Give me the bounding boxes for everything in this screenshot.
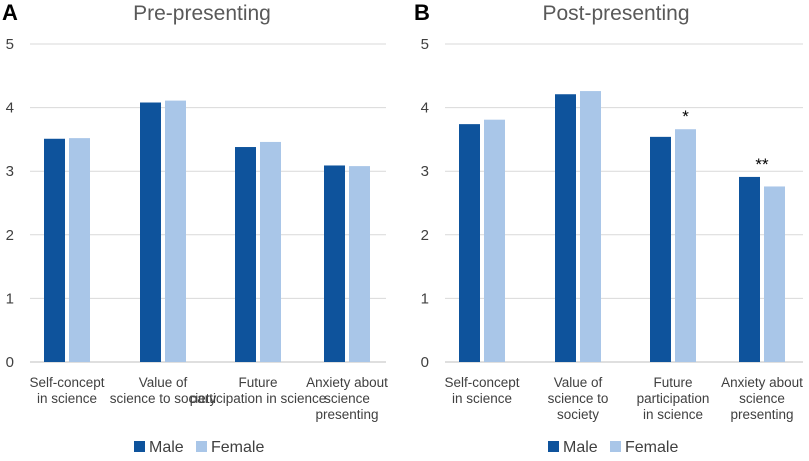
category-label: Value of science to society [548,375,609,422]
legend-label: Female [211,439,264,456]
legend-swatch-female [196,441,207,452]
bar-female-3 [260,141,281,362]
bar-male-2 [555,94,576,362]
significance-marker: ** [755,155,769,174]
category-label-line: Anxiety about [306,375,388,390]
bar-male-1 [44,138,65,362]
category-label-line: Future [653,375,692,390]
category-label-line: Future [238,375,277,390]
y-tick-label: 5 [6,36,14,53]
panel-letter: A [2,0,18,25]
y-tick-label: 5 [421,36,429,53]
category-label-line: participation [637,391,710,406]
category-label-line: science to [548,391,609,406]
category-label-line: Self-concept [29,375,104,390]
category-label-line: Anxiety about [721,375,803,390]
legend-swatch-male [548,441,559,452]
y-tick-label: 3 [421,163,429,180]
category-label-line: in science [37,391,97,406]
panel-letter: B [414,0,430,25]
significance-marker: * [682,107,689,126]
y-tick-label: 3 [6,163,14,180]
category-label-line: in science [452,391,512,406]
y-tick-label: 2 [421,227,429,244]
category-label-line: Self-concept [444,375,519,390]
bar-female-4 [349,166,370,362]
category-label-line: Value of [554,375,603,390]
category-label: Future participation in science [637,375,710,422]
bar-male-4 [324,165,345,362]
category-label: Future participation in science [190,375,327,406]
category-label: Self-concept in science [444,375,519,406]
bar-female-4 [764,186,785,362]
y-tick-label: 0 [6,354,14,371]
category-label: Anxiety about science presenting [721,375,803,422]
category-label-line: presenting [315,407,378,422]
category-label-line: Value of [139,375,188,390]
category-label: Self-concept in science [29,375,104,406]
category-label-line: participation in science [190,391,327,406]
legend-swatch-male [134,441,145,452]
y-tick-label: 1 [421,290,429,307]
y-tick-label: 1 [6,290,14,307]
bar-male-1 [459,124,480,362]
panel-a-pre-presenting: A Pre-presenting 0 1 2 3 4 5 Self-concept in scie… [2,0,388,456]
y-tick-label: 4 [6,100,14,117]
legend-label: Male [563,439,598,456]
category-label-line: in science [643,407,703,422]
bar-female-3 [675,129,696,362]
bar-male-2 [140,102,161,363]
bar-male-3 [235,147,256,362]
category-label-line: society [557,407,599,422]
category-label: Anxiety about science presenting [306,375,388,422]
category-label-line: science [324,391,370,406]
bar-female-1 [484,119,505,363]
bar-female-2 [580,91,601,363]
y-tick-label: 4 [421,100,429,117]
y-tick-label: 2 [6,227,14,244]
bar-male-3 [650,136,671,362]
category-label: Value of science to society [110,375,217,406]
category-label-line: science [739,391,785,406]
bar-male-4 [739,176,760,362]
chart-title: Post-presenting [542,2,689,25]
category-label-line: science to society [110,391,217,406]
bar-female-2 [165,100,186,362]
legend-swatch-female [610,441,621,452]
y-tick-label: 0 [421,354,429,371]
category-label-line: presenting [730,407,793,422]
bar-female-1 [69,138,90,362]
legend-label: Female [625,439,678,456]
legend-label: Male [149,439,184,456]
chart-title: Pre-presenting [133,2,271,25]
